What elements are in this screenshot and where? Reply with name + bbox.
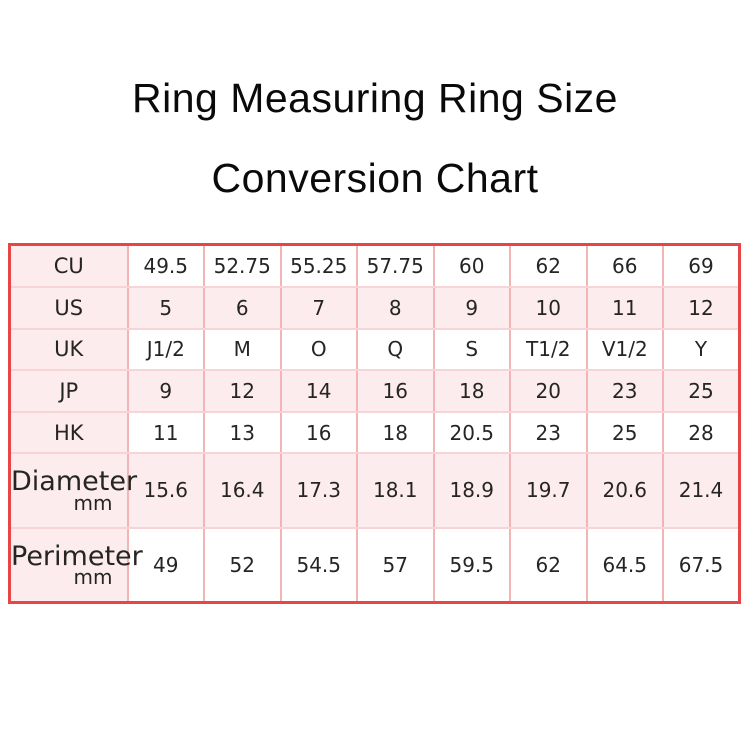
table-cell: 17.3 — [279, 452, 358, 529]
row-label-text: US — [54, 295, 84, 320]
table-cell: 12 — [662, 285, 741, 330]
table-cell: Y — [662, 327, 741, 372]
table-row-uk: UK J1/2 M O Q S T1/2 V1/2 Y — [8, 327, 741, 372]
table-cell: 18.1 — [356, 452, 435, 529]
row-label-jp: JP — [8, 369, 129, 413]
row-label-perimeter: Perimeter mm — [8, 526, 143, 604]
table-cell: 54.5 — [279, 526, 358, 604]
table-cell: 20 — [509, 369, 588, 413]
table-cell: 16 — [356, 369, 435, 413]
table-row-us: US 5 6 7 8 9 10 11 12 — [8, 285, 741, 330]
table-cell: M — [203, 327, 282, 372]
table-cell: S — [432, 327, 511, 372]
table-cell: 21.4 — [662, 452, 741, 529]
row-label-cu: CU — [8, 243, 129, 288]
table-cell: 18.9 — [432, 452, 511, 529]
table-cell: 12 — [203, 369, 282, 413]
table-cell: 25 — [662, 369, 741, 413]
table-row-cu: CU 49.5 52.75 55.25 57.75 60 62 66 69 — [8, 243, 741, 288]
row-label-us: US — [8, 285, 129, 330]
table-cell: 9 — [432, 285, 511, 330]
table-cell: T1/2 — [509, 327, 588, 372]
row-label-text: Perimeter — [11, 540, 143, 572]
table-cell: 14 — [279, 369, 358, 413]
page-title-line1: Ring Measuring Ring Size — [131, 75, 618, 121]
table-cell: 28 — [662, 410, 741, 455]
table-cell: 25 — [585, 410, 664, 455]
row-label-diameter: Diameter mm — [8, 452, 138, 529]
table-cell: 52.75 — [203, 243, 282, 288]
table-cell: 9 — [126, 369, 205, 413]
table-cell: 57 — [356, 526, 435, 604]
table-cell: 60 — [432, 243, 511, 288]
table-cell: 64.5 — [585, 526, 664, 604]
table-cell: 62 — [509, 243, 588, 288]
table-cell: 57.75 — [356, 243, 435, 288]
table-cell: 23 — [585, 369, 664, 413]
table-row-jp: JP 9 12 14 16 18 20 23 25 — [8, 369, 741, 413]
table-cell: 11 — [585, 285, 664, 330]
table-cell: 59.5 — [432, 526, 511, 604]
row-label-hk: HK — [8, 410, 129, 455]
page-title-line2: Conversion Chart — [211, 155, 539, 201]
table-cell: 49.5 — [126, 243, 205, 288]
row-label-text: HK — [53, 420, 84, 445]
table-cell: 15.6 — [126, 452, 205, 529]
table-cell: 20.6 — [585, 452, 664, 529]
table-cell: 23 — [509, 410, 588, 455]
table-cell: 16.4 — [203, 452, 282, 529]
table-cell: 62 — [509, 526, 588, 604]
table-cell: 8 — [356, 285, 435, 330]
table-cell: Q — [356, 327, 435, 372]
table-cell: J1/2 — [126, 327, 205, 372]
table-row-diameter: Diameter mm 15.6 16.4 17.3 18.1 18.9 19.7 20.6 21… — [8, 452, 741, 529]
table-cell: 49 — [126, 526, 205, 604]
table-cell: 19.7 — [509, 452, 588, 529]
table-cell: 69 — [662, 243, 741, 288]
table-cell: 16 — [279, 410, 358, 455]
table-cell: 20.5 — [432, 410, 511, 455]
table-row-hk: HK 11 13 16 18 20.5 23 25 28 — [8, 410, 741, 455]
table-cell: V1/2 — [585, 327, 664, 372]
table-cell: 11 — [126, 410, 205, 455]
table-cell: 7 — [279, 285, 358, 330]
row-label-text: UK — [54, 337, 84, 362]
row-label-unit: mm — [73, 564, 113, 589]
page-title: Ring Measuring Ring Size Conversion Char… — [0, 58, 750, 218]
row-label-unit: mm — [73, 490, 113, 515]
table-cell: 55.25 — [279, 243, 358, 288]
row-label-text: Diameter — [11, 466, 138, 498]
table-cell: 67.5 — [662, 526, 741, 604]
row-label-text: JP — [59, 378, 79, 403]
table-cell: 66 — [585, 243, 664, 288]
table-cell: 18 — [356, 410, 435, 455]
table-cell: 18 — [432, 369, 511, 413]
table-cell: 52 — [203, 526, 282, 604]
row-label-uk: UK — [8, 327, 129, 372]
conversion-table-body: CU 49.5 52.75 55.25 57.75 60 62 66 69 US 5 6 7 8 9 10 11… — [8, 243, 741, 604]
table-cell: 5 — [126, 285, 205, 330]
ring-size-conversion-table: CU 49.5 52.75 55.25 57.75 60 62 66 69 US 5 6 7 8 9 10 11… — [8, 243, 741, 604]
row-label-text: CU — [53, 253, 84, 278]
table-cell: 10 — [509, 285, 588, 330]
table-cell: 6 — [203, 285, 282, 330]
table-cell: 13 — [203, 410, 282, 455]
table-cell: O — [279, 327, 358, 372]
table-row-perimeter: Perimeter mm 49 52 54.5 57 59.5 62 64.5 67.5 — [8, 526, 741, 604]
